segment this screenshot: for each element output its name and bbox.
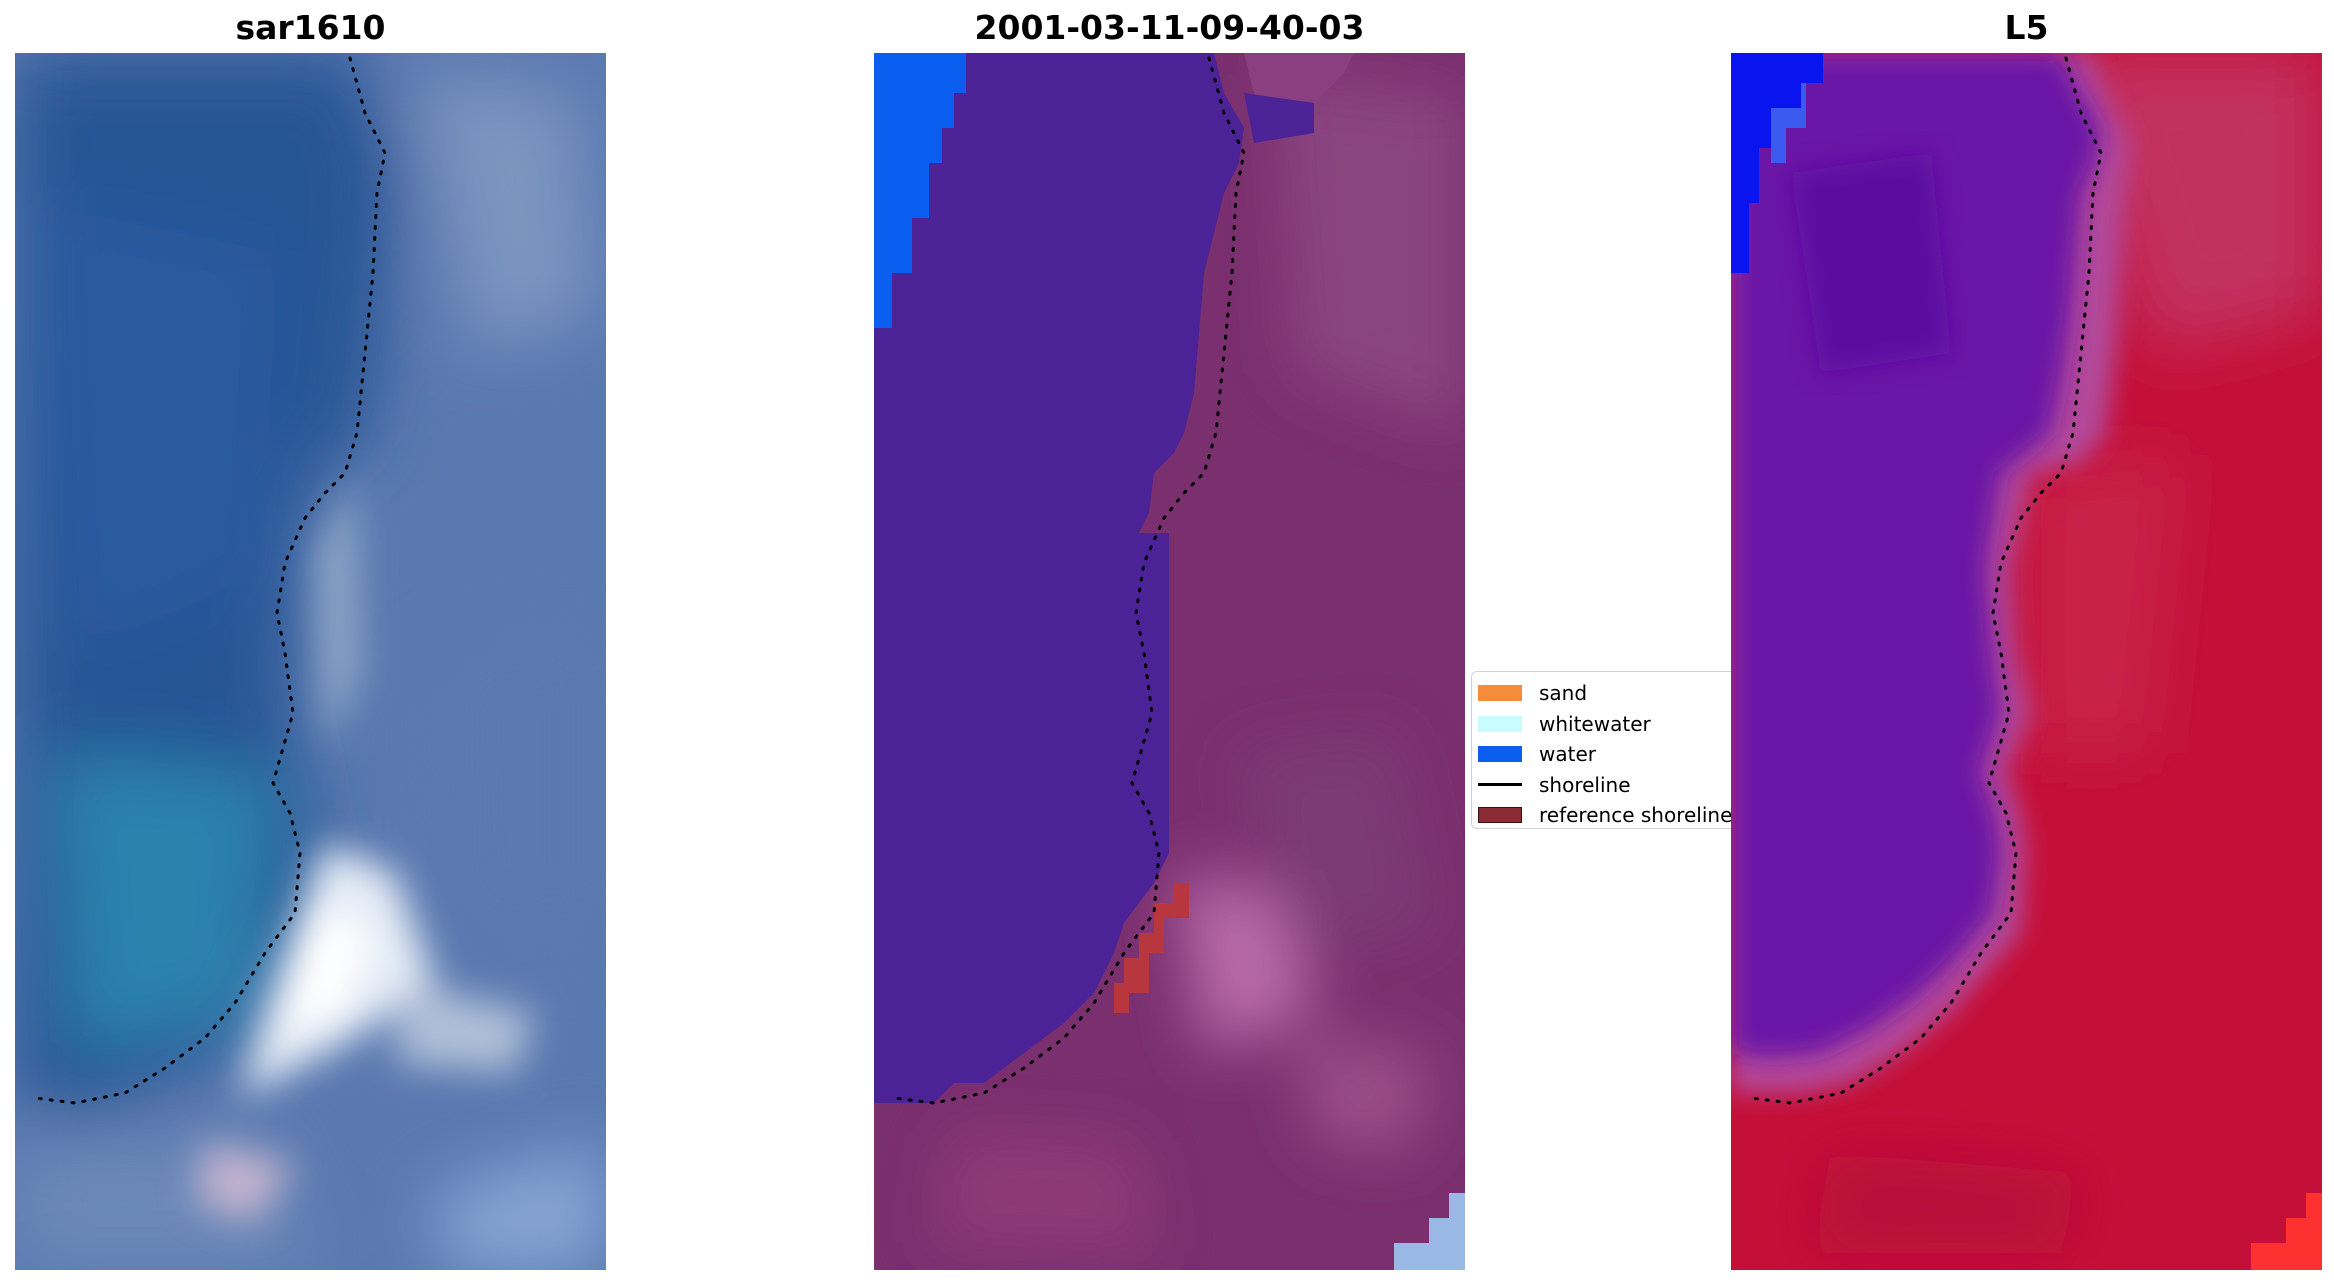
index-image <box>1731 53 2322 1270</box>
rgb-image-panel <box>15 53 606 1270</box>
panel-title-classification: 2001-03-11-09-40-03 <box>974 8 1365 47</box>
legend-label-water: water <box>1539 742 1596 767</box>
shoreline-rgb <box>33 56 387 1105</box>
legend-item-shoreline: shoreline <box>1472 770 1810 801</box>
panel-title-index: L5 <box>2004 8 2049 47</box>
legend-item-sand: sand <box>1472 678 1810 709</box>
classification-image <box>874 53 1465 1270</box>
class-water-pixels <box>874 53 966 328</box>
legend-line-shoreline <box>1478 783 1522 787</box>
index-panel <box>1731 53 2322 1270</box>
rgb-image <box>15 53 606 1270</box>
shoreline-index <box>1749 56 2103 1105</box>
legend-swatch-reference-shoreline <box>1478 807 1522 824</box>
legend-label-shoreline: shoreline <box>1539 772 1631 797</box>
class-water-region <box>874 53 1244 1103</box>
legend-label-sand: sand <box>1539 681 1588 706</box>
legend-label-reference-shoreline: reference shoreline <box>1539 803 1733 828</box>
legend-swatch-whitewater <box>1478 715 1522 732</box>
panel-title-rgb: sar1610 <box>235 8 386 47</box>
legend-item-reference-shoreline: reference shoreline <box>1472 800 1810 828</box>
legend-label-whitewater: whitewater <box>1539 711 1651 736</box>
legend-swatch-water <box>1478 746 1522 763</box>
class-reference-pixels <box>1114 883 1189 1013</box>
shoreline-classification <box>892 56 1246 1105</box>
classification-panel <box>874 53 1465 1270</box>
legend-swatch-sand <box>1478 685 1522 702</box>
legend-item-water: water <box>1472 739 1810 770</box>
legend-item-whitewater: whitewater <box>1472 709 1810 740</box>
